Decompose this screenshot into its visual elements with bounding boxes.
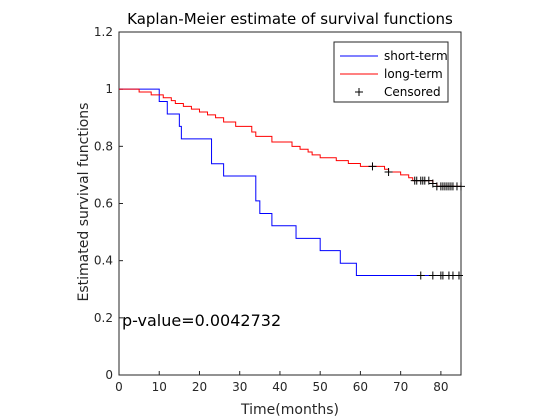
series-layer — [119, 88, 461, 277]
legend-box — [333, 41, 449, 103]
censored-marker — [368, 162, 377, 171]
x-axis-label: Time(months) — [240, 402, 339, 418]
legend-entries: short-term long-term Censored — [340, 49, 448, 99]
legend-marker — [355, 88, 363, 96]
x-tick-label: 40 — [272, 380, 287, 394]
series-line-short-term — [119, 88, 461, 277]
x-tick-label: 80 — [433, 380, 448, 394]
x-axis-ticks: 0 10 20 30 40 50 60 70 80 — [115, 371, 449, 394]
legend-label: long-term — [384, 67, 443, 81]
x-tick-label: 10 — [152, 380, 167, 394]
censored-marker — [428, 271, 437, 280]
legend-label: short-term — [384, 49, 448, 63]
x-tick-label: 20 — [192, 380, 207, 394]
legend-label: Censored — [384, 85, 441, 99]
x-tick-label: 50 — [313, 380, 328, 394]
censor-layer — [368, 162, 465, 280]
x-tick-label: 0 — [115, 380, 123, 394]
y-tick-label: 0.6 — [94, 197, 113, 211]
censored-marker — [424, 176, 433, 185]
censored-marker — [457, 182, 465, 191]
x-tick-label: 30 — [232, 380, 247, 394]
y-tick-label: 1 — [105, 82, 113, 96]
censored-marker — [454, 271, 463, 280]
x-tick-label: 70 — [393, 380, 408, 394]
censored-marker — [384, 168, 393, 177]
y-tick-label: 0.4 — [94, 254, 113, 268]
series-line-long-term — [119, 88, 461, 187]
y-tick-label: 0.2 — [94, 311, 113, 325]
x-tick-label: 60 — [353, 380, 368, 394]
censored-marker — [428, 179, 437, 188]
legend: short-term long-term Censored — [333, 41, 449, 103]
y-tick-label: 1.2 — [94, 25, 113, 39]
p-value-annotation: p-value=0.0042732 — [122, 311, 281, 330]
censored-marker — [416, 271, 425, 280]
y-axis-ticks: 0 0.2 0.4 0.6 0.8 1 1.2 — [94, 25, 123, 382]
y-tick-label: 0.8 — [94, 139, 113, 153]
y-axis-label: Estimated survival functions — [76, 103, 92, 302]
chart-title: Kaplan-Meier estimate of survival functi… — [127, 10, 453, 28]
y-tick-label: 0 — [105, 368, 113, 382]
